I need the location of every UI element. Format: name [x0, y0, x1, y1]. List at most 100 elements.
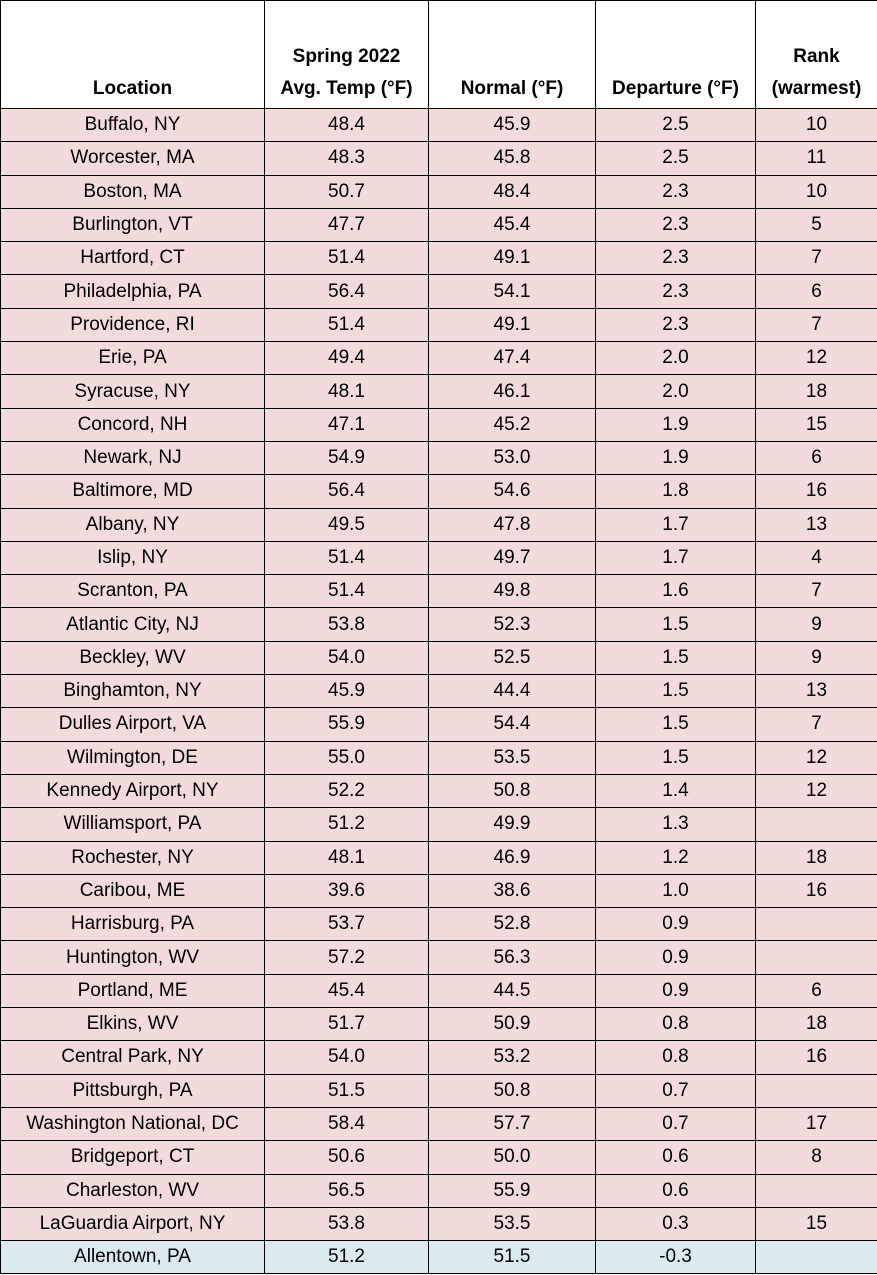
table-row: Philadelphia, PA 56.4 54.1 2.3 6	[0, 274, 877, 309]
table-cell: Charleston, WV	[0, 1173, 265, 1208]
table-cell: 49.9	[428, 807, 596, 842]
table-cell: Providence, RI	[0, 307, 265, 343]
table-cell: 45.8	[428, 141, 596, 176]
table-row: Newark, NJ 54.9 53.0 1.9 6	[0, 440, 877, 476]
table-row: Caribou, ME 39.6 38.6 1.0 16	[0, 873, 877, 909]
table-cell: Pittsburgh, PA	[0, 1073, 265, 1108]
table-cell: 16	[755, 474, 877, 509]
table-cell: 54.1	[428, 274, 596, 309]
table-cell: 6	[755, 973, 877, 1009]
table-row: Bridgeport, CT 50.6 50.0 0.6 8	[0, 1140, 877, 1175]
table-cell: 2.3	[595, 174, 756, 209]
table-row: Allentown, PA 51.2 51.5 -0.3	[0, 1240, 877, 1275]
table-row: Dulles Airport, VA 55.9 54.4 1.5 7	[0, 707, 877, 742]
table-row: Huntington, WV 57.2 56.3 0.9	[0, 940, 877, 975]
table-cell: 1.5	[595, 674, 756, 709]
table-row: Charleston, WV 56.5 55.9 0.6	[0, 1173, 877, 1208]
table-cell: 1.0	[595, 873, 756, 909]
table-cell: 47.4	[428, 341, 596, 376]
table-cell: 47.1	[264, 407, 429, 442]
table-cell: 12	[755, 341, 877, 376]
header-text: Spring 2022	[292, 46, 401, 67]
table-cell: 50.8	[428, 1073, 596, 1108]
table-cell: 0.8	[595, 1007, 756, 1042]
table-cell: 11	[755, 141, 877, 176]
table-cell: Bridgeport, CT	[0, 1140, 265, 1175]
table-cell: 0.9	[595, 940, 756, 975]
table-cell: 49.1	[428, 241, 596, 276]
table-cell: 0.6	[595, 1173, 756, 1208]
header-cell: Normal (°F)	[428, 0, 596, 109]
table-cell: 16	[755, 1040, 877, 1075]
table-cell: 39.6	[264, 873, 429, 909]
table-cell: Concord, NH	[0, 407, 265, 442]
table-cell: Worcester, MA	[0, 141, 265, 176]
empty-cell	[755, 1240, 877, 1275]
table-cell: Boston, MA	[0, 174, 265, 209]
empty-cell	[755, 807, 877, 842]
table-cell: Atlantic City, NJ	[0, 607, 265, 642]
table-cell: Harrisburg, PA	[0, 907, 265, 942]
table-cell: Scranton, PA	[0, 574, 265, 609]
table-cell: Baltimore, MD	[0, 474, 265, 509]
header-text: Rank	[793, 46, 840, 67]
table-cell: Wilmington, DE	[0, 740, 265, 775]
table-cell: 47.8	[428, 507, 596, 542]
table-cell: 44.5	[428, 973, 596, 1009]
header-cell: Spring 2022 Avg. Temp (°F)	[264, 0, 429, 109]
table-row: Albany, NY 49.5 47.8 1.7 13	[0, 507, 877, 542]
table-cell: 54.9	[264, 440, 429, 476]
table-cell: 48.1	[264, 374, 429, 409]
table-cell: 51.7	[264, 1007, 429, 1042]
table-row: Washington National, DC 58.4 57.7 0.7 17	[0, 1106, 877, 1142]
table-cell: Central Park, NY	[0, 1040, 265, 1075]
table-cell: 45.4	[428, 207, 596, 243]
table-cell: 45.4	[264, 973, 429, 1009]
table-row: Central Park, NY 54.0 53.2 0.8 16	[0, 1040, 877, 1075]
table-cell: 5	[755, 207, 877, 243]
table-cell: 1.9	[595, 407, 756, 442]
table-cell: Islip, NY	[0, 540, 265, 576]
table-row: Binghamton, NY 45.9 44.4 1.5 13	[0, 674, 877, 709]
header-text: Departure (°F)	[612, 78, 739, 99]
table-cell: 53.0	[428, 440, 596, 476]
table-cell: Williamsport, PA	[0, 807, 265, 842]
table-cell: 51.5	[264, 1073, 429, 1108]
table-cell: 53.5	[428, 740, 596, 775]
table-cell: 1.8	[595, 474, 756, 509]
table-cell: 50.0	[428, 1140, 596, 1175]
table-row: Kennedy Airport, NY 52.2 50.8 1.4 12	[0, 773, 877, 809]
table-row: Boston, MA 50.7 48.4 2.3 10	[0, 174, 877, 209]
header-cell: Rank (warmest)	[755, 0, 877, 109]
table-cell: Huntington, WV	[0, 940, 265, 975]
table-cell: Syracuse, NY	[0, 374, 265, 409]
table-cell: 48.4	[428, 174, 596, 209]
empty-cell	[755, 1073, 877, 1108]
table-cell: 45.9	[428, 107, 596, 143]
table-cell: 1.3	[595, 807, 756, 842]
table-cell: 2.3	[595, 207, 756, 243]
table-cell: LaGuardia Airport, NY	[0, 1206, 265, 1242]
table-cell: 51.4	[264, 574, 429, 609]
table-cell: 53.5	[428, 1206, 596, 1242]
table-cell: 1.5	[595, 640, 756, 676]
table-cell: 51.4	[264, 241, 429, 276]
table-cell: Philadelphia, PA	[0, 274, 265, 309]
table-cell: 12	[755, 773, 877, 809]
table-cell: 10	[755, 107, 877, 143]
table-row: Buffalo, NY 48.4 45.9 2.5 10	[0, 107, 877, 143]
table-cell: 52.5	[428, 640, 596, 676]
table-cell: 56.5	[264, 1173, 429, 1208]
header-text: Normal (°F)	[460, 78, 564, 99]
table-cell: 0.9	[595, 973, 756, 1009]
table-cell: 57.7	[428, 1106, 596, 1142]
table-cell: 50.7	[264, 174, 429, 209]
table-cell: 9	[755, 607, 877, 642]
table-row: Syracuse, NY 48.1 46.1 2.0 18	[0, 374, 877, 409]
header-text: Avg. Temp (°F)	[280, 78, 413, 99]
table-cell: 4	[755, 540, 877, 576]
table-cell: 54.6	[428, 474, 596, 509]
table-cell: 7	[755, 574, 877, 609]
